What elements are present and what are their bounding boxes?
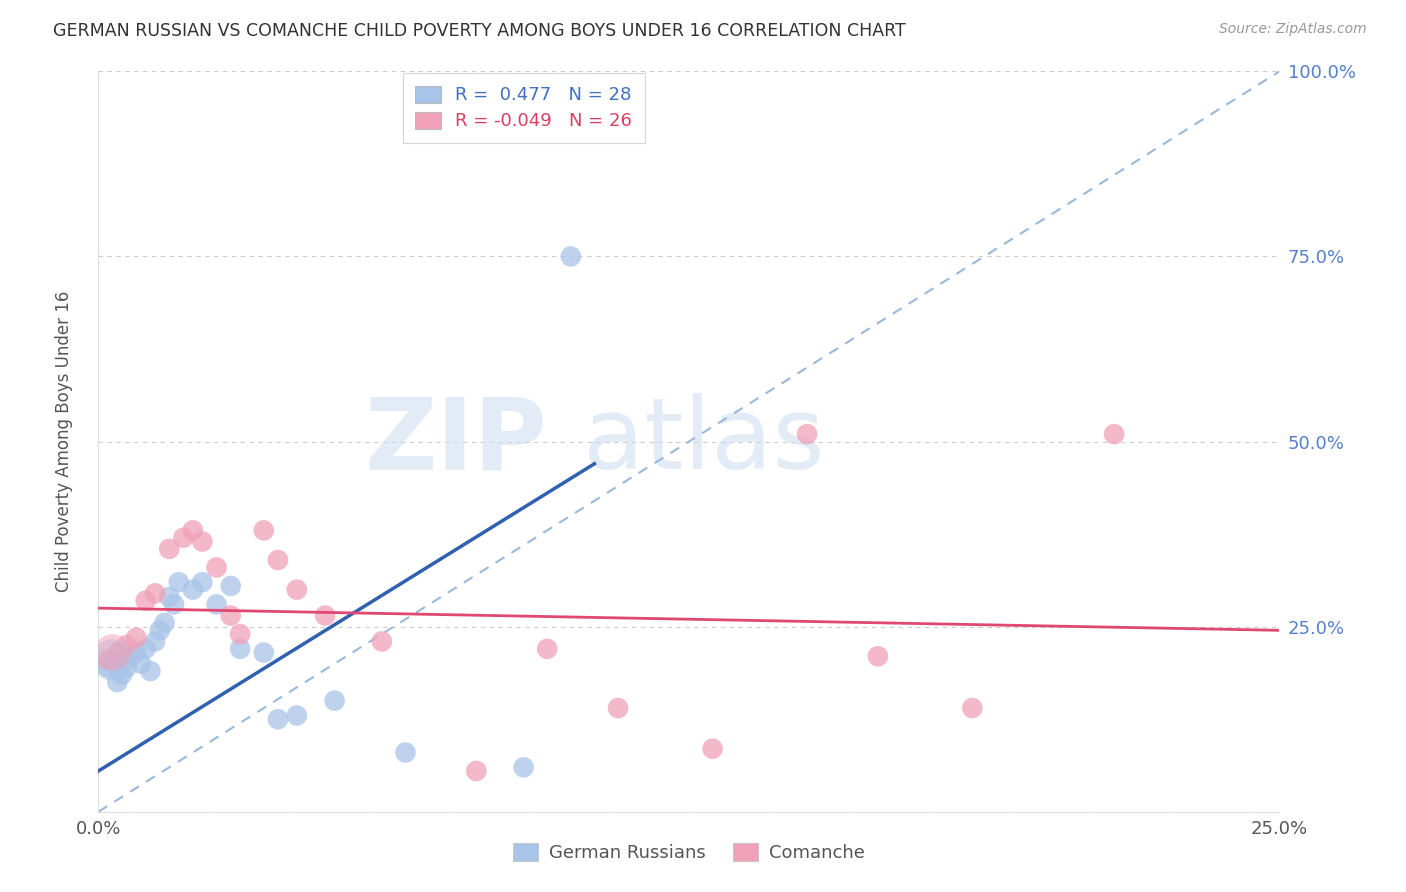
Point — [115, 638, 138, 652]
Point — [1102, 427, 1125, 442]
Point — [121, 649, 143, 664]
Point — [796, 427, 818, 442]
Point — [111, 667, 134, 681]
Point — [962, 701, 984, 715]
Point — [163, 598, 186, 612]
Point — [229, 641, 252, 656]
Point — [97, 660, 120, 674]
Point — [115, 660, 138, 674]
Point — [205, 598, 228, 612]
Point — [143, 634, 166, 648]
Text: GERMAN RUSSIAN VS COMANCHE CHILD POVERTY AMONG BOYS UNDER 16 CORRELATION CHART: GERMAN RUSSIAN VS COMANCHE CHILD POVERTY… — [53, 22, 907, 40]
Point — [253, 524, 276, 538]
Point — [167, 575, 190, 590]
Point — [125, 646, 148, 660]
Point — [607, 701, 630, 715]
Point — [866, 649, 889, 664]
Point — [129, 657, 152, 671]
Text: atlas: atlas — [582, 393, 824, 490]
Point — [285, 708, 308, 723]
Point — [191, 575, 214, 590]
Point — [465, 764, 488, 778]
Point — [267, 553, 290, 567]
Point — [105, 675, 128, 690]
Point — [101, 653, 124, 667]
Point — [157, 590, 180, 604]
Text: Source: ZipAtlas.com: Source: ZipAtlas.com — [1219, 22, 1367, 37]
Point — [314, 608, 336, 623]
Text: ZIP: ZIP — [364, 393, 547, 490]
Point — [181, 582, 204, 597]
Point — [512, 760, 534, 774]
Point — [394, 746, 416, 760]
Y-axis label: Child Poverty Among Boys Under 16: Child Poverty Among Boys Under 16 — [55, 291, 73, 592]
Point — [135, 593, 157, 607]
Point — [139, 664, 162, 678]
Point — [323, 694, 346, 708]
Point — [101, 646, 124, 660]
Point — [97, 653, 120, 667]
Point — [371, 634, 394, 648]
Point — [267, 712, 290, 726]
Point — [536, 641, 558, 656]
Legend: German Russians, Comanche: German Russians, Comanche — [506, 836, 872, 870]
Point — [135, 641, 157, 656]
Point — [219, 579, 242, 593]
Point — [560, 250, 582, 264]
Point — [229, 627, 252, 641]
Point — [181, 524, 204, 538]
Point — [172, 531, 194, 545]
Point — [191, 534, 214, 549]
Point — [702, 741, 724, 756]
Point — [101, 657, 124, 671]
Point — [143, 586, 166, 600]
Point — [219, 608, 242, 623]
Point — [157, 541, 180, 556]
Point — [205, 560, 228, 574]
Point — [149, 624, 172, 638]
Point — [105, 646, 128, 660]
Point — [253, 646, 276, 660]
Point — [125, 631, 148, 645]
Point — [285, 582, 308, 597]
Point — [153, 615, 176, 630]
